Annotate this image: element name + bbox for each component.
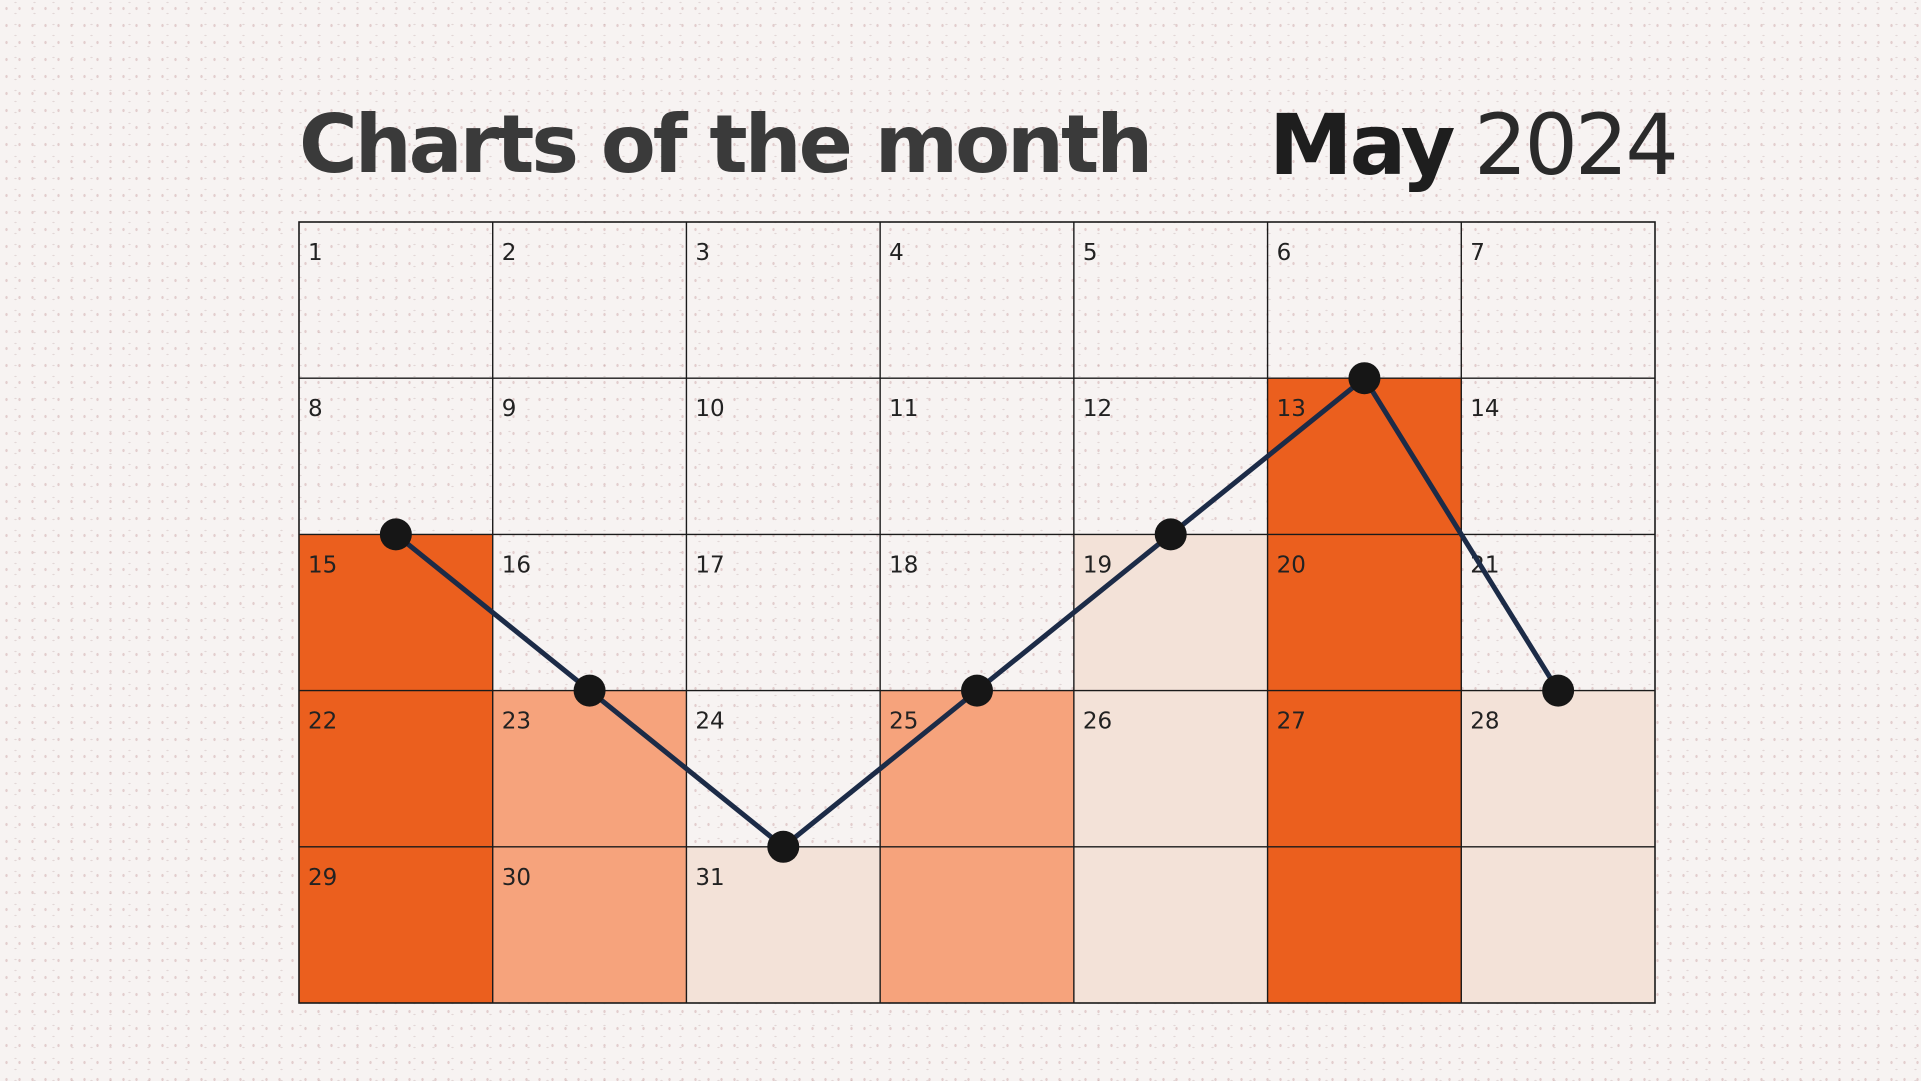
trend-point-4 xyxy=(961,674,993,707)
day-label-30: 30 xyxy=(502,865,531,891)
trend-point-3 xyxy=(767,830,800,863)
day-label-31: 31 xyxy=(695,865,724,891)
day-label-5: 5 xyxy=(1083,240,1098,266)
grid-border xyxy=(298,221,1656,1004)
day-label-22: 22 xyxy=(308,709,337,735)
calendar-grid xyxy=(298,221,1656,1004)
day-label-18: 18 xyxy=(889,552,918,578)
day-label-26: 26 xyxy=(1083,709,1112,735)
day-label-12: 12 xyxy=(1083,396,1112,422)
day-label-29: 29 xyxy=(308,865,337,891)
day-label-16: 16 xyxy=(502,552,531,578)
day-label-2: 2 xyxy=(502,240,517,266)
day-label-25: 25 xyxy=(889,709,918,735)
trend-point-7 xyxy=(1542,674,1575,707)
trend-point-6 xyxy=(1348,362,1381,395)
day-label-17: 17 xyxy=(695,552,724,578)
trend-line-layer xyxy=(379,362,1575,863)
bar-column-1 xyxy=(299,534,493,1003)
day-label-7: 7 xyxy=(1470,240,1485,266)
day-label-13: 13 xyxy=(1277,396,1306,422)
month-label: May xyxy=(1269,96,1455,194)
day-label-23: 23 xyxy=(502,709,531,735)
day-label-4: 4 xyxy=(889,240,904,266)
trend-point-1 xyxy=(379,518,412,551)
day-label-15: 15 xyxy=(308,552,337,578)
day-label-27: 27 xyxy=(1277,709,1306,735)
day-label-6: 6 xyxy=(1277,240,1292,266)
trend-point-5 xyxy=(1154,518,1187,551)
day-label-19: 19 xyxy=(1083,552,1112,578)
day-label-28: 28 xyxy=(1470,709,1499,735)
day-label-3: 3 xyxy=(695,240,710,266)
day-label-24: 24 xyxy=(695,709,724,735)
day-label-10: 10 xyxy=(695,396,724,422)
bar-column-5 xyxy=(1073,534,1268,1003)
day-label-1: 1 xyxy=(308,240,323,266)
day-label-8: 8 xyxy=(308,396,323,422)
trend-point-2 xyxy=(573,674,606,707)
year-label: 2024 xyxy=(1474,96,1679,194)
day-label-20: 20 xyxy=(1277,552,1306,578)
day-label-11: 11 xyxy=(889,396,918,422)
day-label-9: 9 xyxy=(502,396,517,422)
chart-title: Charts of the month xyxy=(299,98,1153,191)
day-label-14: 14 xyxy=(1470,396,1499,422)
bar-column-3 xyxy=(686,846,881,1003)
